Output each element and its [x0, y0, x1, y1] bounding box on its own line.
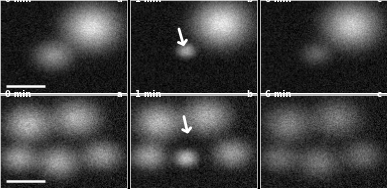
Text: 6 min: 6 min — [265, 0, 291, 4]
Text: 1 min: 1 min — [135, 0, 161, 4]
Text: b: b — [246, 90, 252, 99]
Text: 0 min: 0 min — [5, 0, 31, 4]
Text: 6 min: 6 min — [265, 90, 291, 99]
Text: 1 min: 1 min — [135, 90, 161, 99]
Text: c: c — [377, 90, 382, 99]
Text: a: a — [117, 0, 122, 4]
Text: b: b — [246, 0, 252, 4]
Text: c: c — [377, 0, 382, 4]
Text: 0 min: 0 min — [5, 90, 31, 99]
Text: a: a — [117, 90, 122, 99]
